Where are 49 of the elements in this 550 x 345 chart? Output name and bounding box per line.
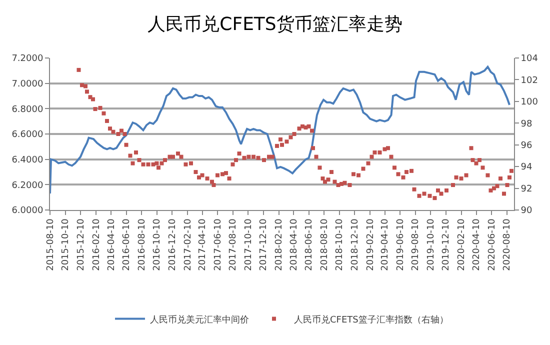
x-tick-label: 2015-10-10 — [61, 218, 72, 271]
y-tick-label: 6.2000 — [12, 180, 44, 191]
x-tick-label: 2018-06-10 — [304, 218, 315, 271]
x-tick-label: 2018-04-10 — [289, 218, 300, 271]
y-tick-label: 6.4000 — [12, 155, 44, 166]
y-tick-label: 6.8000 — [12, 104, 44, 115]
y2-tick-label: 94 — [520, 162, 533, 173]
x-tick-label: 2017-04-10 — [198, 218, 208, 271]
x-tick-label: 2019-02-10 — [366, 218, 376, 271]
x-tick-label: 2019-04-10 — [380, 218, 391, 271]
y-tick-label: 6.0000 — [12, 206, 44, 216]
x-tick-label: 2016-10-10 — [152, 218, 163, 271]
y2-tick-label: 104 — [520, 54, 538, 64]
chart-title: 人民币兑CFETS货币篮汇率走势 — [148, 14, 402, 35]
legend-label: 人民币兑美元汇率中间价 — [150, 314, 249, 326]
x-tick-label: 2018-08-10 — [320, 218, 330, 271]
x-tick-label: 2017-02-10 — [183, 218, 194, 271]
x-tick-label: 2020-02-10 — [457, 218, 468, 271]
x-tick-label: 2018-02-10 — [274, 218, 285, 271]
x-tick-label: 2020-04-10 — [472, 218, 482, 271]
x-tick-label: 2016-04-10 — [106, 218, 117, 271]
x-tick-label: 2015-08-10 — [46, 218, 56, 271]
legend-label: 人民币兑CFETS篮子汇率指数（右轴） — [294, 314, 448, 326]
y2-tick-label: 100 — [520, 98, 538, 108]
x-tick-label: 2019-10-10 — [426, 218, 436, 271]
x-tick-label: 2020-08-10 — [502, 218, 513, 271]
y-tick-label: 7.2000 — [12, 54, 44, 64]
y2-tick-label: 90 — [520, 206, 533, 216]
x-tick-label: 2018-12-10 — [350, 218, 360, 271]
y2-tick-label: 98 — [520, 119, 533, 130]
x-tick-label: 2017-12-10 — [259, 218, 270, 271]
y2-tick-label: 96 — [520, 141, 533, 152]
x-tick-label: 2019-06-10 — [396, 218, 406, 271]
y2-tick-label: 92 — [520, 184, 532, 194]
x-tick-label: 2017-06-10 — [213, 218, 224, 271]
x-tick-label: 2017-08-10 — [228, 218, 239, 271]
y2-tick-label: 102 — [520, 76, 538, 86]
y-tick-label: 7.0000 — [12, 79, 44, 90]
x-tick-label: 2019-08-10 — [411, 218, 422, 271]
x-tick-label: 2016-08-10 — [137, 218, 148, 271]
x-tick-label: 2016-06-10 — [122, 218, 132, 271]
x-tick-label: 2015-12-10 — [76, 218, 86, 271]
x-tick-label: 2016-12-10 — [168, 218, 178, 271]
x-tick-label: 2019-12-10 — [442, 218, 452, 271]
x-tick-label: 2018-10-10 — [335, 218, 346, 271]
y-tick-label: 6.6000 — [12, 130, 44, 140]
x-tick-label: 2017-10-10 — [244, 218, 254, 271]
x-tick-label: 2016-02-10 — [92, 218, 102, 271]
x-tick-label: 2020-06-10 — [487, 218, 498, 271]
